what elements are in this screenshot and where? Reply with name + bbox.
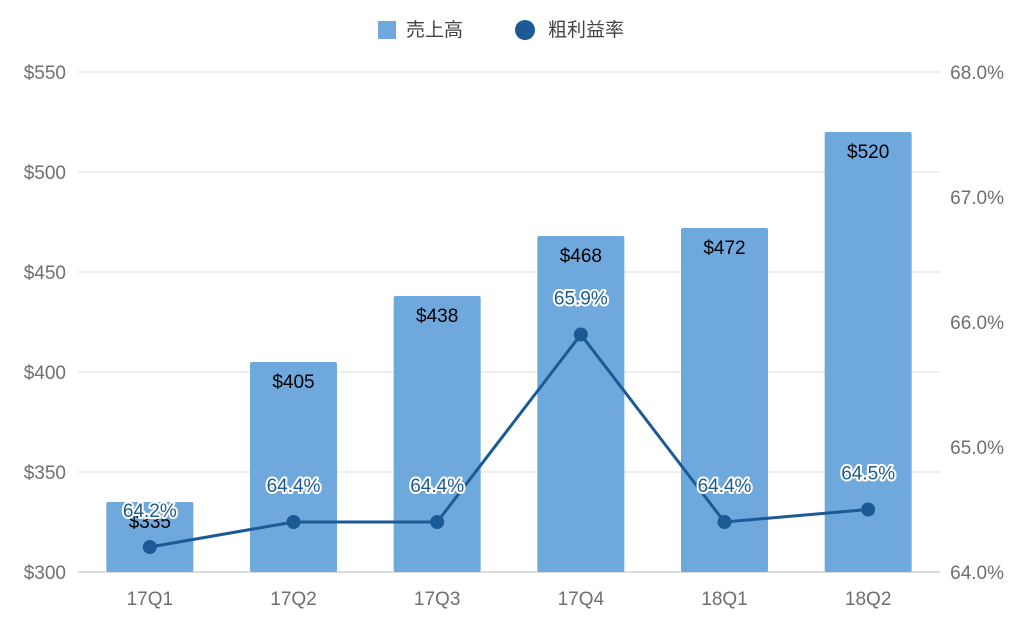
- bar: [537, 236, 625, 572]
- y-left-tick-label: $400: [24, 363, 66, 384]
- y-left-tick-label: $550: [24, 63, 66, 84]
- x-tick-label: 18Q1: [701, 589, 747, 610]
- legend: 売上高 粗利益率: [378, 19, 624, 41]
- bar-data-label: $335: [129, 512, 171, 533]
- line-point: [573, 327, 588, 342]
- y-right-tick-label: 66.0%: [950, 313, 1004, 334]
- y-right-tick-label: 64.0%: [950, 563, 1004, 584]
- x-tick-label: 17Q1: [127, 589, 173, 610]
- line-path: [149, 333, 869, 549]
- line-data-label: 64.5%: [841, 464, 895, 485]
- y-left-tick-label: $500: [24, 163, 66, 184]
- bar-data-label: $438: [416, 306, 458, 327]
- gridlines: [78, 71, 940, 573]
- legend-line-label: 粗利益率: [548, 19, 624, 41]
- x-tick-label: 17Q2: [270, 589, 316, 610]
- y-right-tick-label: 68.0%: [950, 63, 1004, 84]
- legend-bar-swatch: [378, 21, 396, 39]
- bar-data-label: $468: [560, 246, 602, 267]
- x-tick-label: 17Q3: [414, 589, 460, 610]
- bar-series: [106, 132, 912, 572]
- bar: [106, 502, 194, 572]
- bar: [250, 362, 337, 572]
- y-left-tick-label: $350: [24, 463, 66, 484]
- legend-line-swatch: [515, 20, 535, 40]
- line-data-label: 64.4%: [698, 476, 752, 497]
- bar-data-label: $520: [847, 142, 889, 163]
- y-right-tick-label: 67.0%: [950, 188, 1004, 209]
- x-tick-label: 17Q4: [558, 589, 605, 610]
- legend-bar-label: 売上高: [406, 19, 463, 41]
- line-data-label: 64.4%: [267, 476, 321, 497]
- line-point: [142, 540, 157, 554]
- bar-data-label: $405: [272, 372, 314, 393]
- line-data-label: 64.4%: [410, 476, 464, 497]
- line-point: [286, 515, 301, 529]
- bar-data-label: $472: [703, 238, 745, 259]
- bar: [393, 296, 481, 572]
- y-left-tick-label: $300: [24, 563, 66, 584]
- line-series: [142, 327, 876, 554]
- line-point: [717, 515, 732, 529]
- line-data-label: 65.9%: [554, 289, 608, 310]
- line-data-label: 64.2%: [123, 501, 177, 522]
- axes: $300 $350 $400 $450 $500 $550 64.0% 65.0% 66.0% 6…: [24, 63, 1004, 610]
- y-right-tick-label: 65.0%: [950, 438, 1004, 459]
- y-left-tick-label: $450: [24, 263, 66, 284]
- bar: [681, 228, 768, 572]
- bar: [824, 132, 912, 572]
- line-point: [861, 502, 876, 517]
- x-tick-label: 18Q2: [845, 589, 891, 610]
- line-point: [430, 515, 445, 529]
- data-labels: $335 $405 $438 $468 $472 $520 64.2% 64.4% 64.4% 6…: [121, 142, 897, 533]
